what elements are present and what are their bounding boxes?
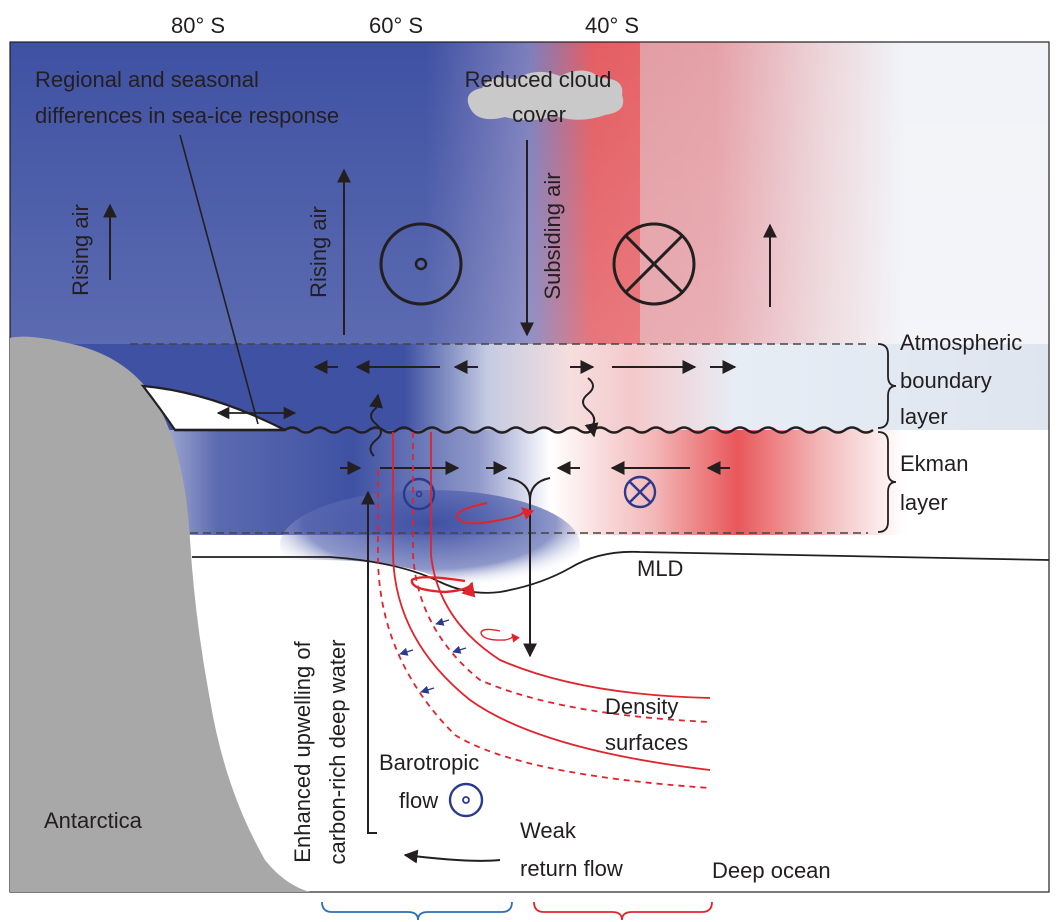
heat-flux-down-arrow [582,377,599,438]
sea-ice-label-line1: Regional and seasonal [35,67,259,92]
antarctica-landmass [10,336,310,893]
eddy-arrow-ekman [455,502,535,525]
upwelling-arrow [361,490,377,834]
weak-return-label-line2: return flow [520,856,623,881]
ekman-label-line2: layer [900,490,948,515]
weak-return-flow-arrow [403,849,501,864]
eddy-arrow-mld [410,576,476,598]
mld-label: MLD [637,556,683,581]
out-of-page-symbol [379,222,463,306]
rising-air-mid-label: Rising air [306,206,331,298]
upwelling-label-line1: Enhanced upwelling of [290,640,315,862]
deep-ocean-label: Deep ocean [712,858,831,883]
cloud-label-line1: Reduced cloud [465,67,612,92]
barotropic-label-line2: flow [399,788,438,813]
atmospheric-boundary-brace [877,343,897,429]
upwelling-label-line2: carbon-rich deep water [325,639,350,864]
latitude-40s: 40° S [585,13,639,38]
sea-surface [175,426,874,434]
subsiding-air-label: Subsiding air [540,172,565,299]
atm-boundary-label-line1: Atmospheric [900,330,1022,355]
heat-flux-up-arrow [369,393,384,457]
atm-boundary-label-line3: layer [900,404,948,429]
barotropic-label-line1: Barotropic [379,750,479,775]
barotropic-flow-symbol [448,782,484,818]
sea-ice-label-line2: differences in sea-ice response [35,103,339,128]
antarctica-label: Antarctica [44,808,143,833]
cloud-label-line2: cover [512,102,566,127]
downwelling-arrow [507,477,551,655]
rising-air-left-label: Rising air [68,204,93,296]
ekman-layer-brace [877,431,897,533]
latitude-80s: 80° S [171,13,225,38]
reduced-cloud-icon [467,70,624,121]
mld-line [192,550,1050,594]
diffusion-arrows [399,617,467,694]
ekman-label-line1: Ekman [900,451,968,476]
into-page-symbol [612,222,696,306]
density-surfaces [377,432,711,789]
ekman-out-of-page-symbol [402,477,436,511]
density-label-line2: surfaces [605,730,688,755]
bottom-brace-red [533,901,713,921]
weak-return-label-line1: Weak [520,818,577,843]
ekman-into-page-symbol [623,475,657,509]
density-label-line1: Density [605,694,678,719]
eddy-arrow-small [480,628,520,643]
sea-ice-leader-line [179,134,259,425]
atm-boundary-label-line2: boundary [900,368,992,393]
latitude-60s: 60° S [369,13,423,38]
bottom-brace-blue [321,901,513,921]
